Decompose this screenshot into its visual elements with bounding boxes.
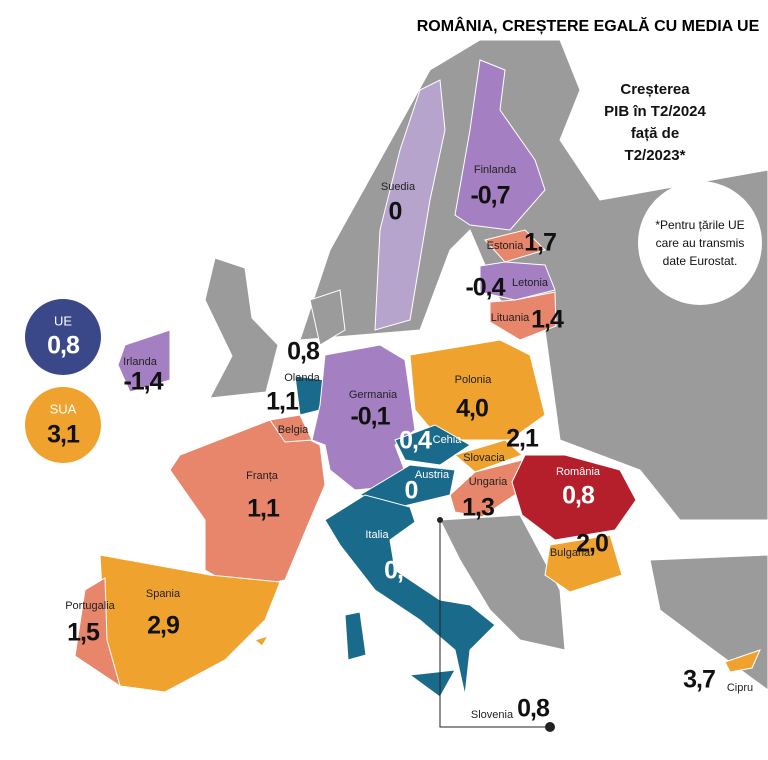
country-value: 1,4 [531,306,564,334]
country-name: Franța [246,470,279,482]
title-bg [410,14,768,38]
legend-line: Creșterea [620,81,690,98]
country-value: 0,8 [287,338,320,366]
country-value: 1,1 [247,495,280,523]
country-value: 1,5 [67,619,100,647]
country-value: 4,0 [456,395,488,423]
country-value: 2,0 [576,530,608,558]
country-value: 1,1 [266,388,299,416]
country-name: Portugalia [65,600,115,612]
bubble-value: 3,1 [47,421,80,449]
country-value: -0,7 [470,182,509,210]
country-name: Cehia [433,434,463,446]
country-name: Suedia [381,181,416,193]
country-labels: Suedia 0 Finlanda -0,7 Estonia 1,7 Letonia -0,4… [65,164,753,723]
note: *Pentru țările UE care au transmis date … [655,218,744,268]
note-circle [638,181,762,305]
legend: Creșterea PIB în T2/2024 față de T2/2023… [604,81,706,164]
leader-dot [437,517,443,523]
countries [74,59,761,698]
country-name: Ungaria [469,476,508,488]
slovenia-leader [439,520,550,728]
legend-line: T2/2023* [625,147,686,164]
note-line: *Pentru țările UE [655,218,744,232]
country-value: 0,8 [517,695,550,723]
country-name: Polonia [455,374,493,386]
country-value: 1,3 [462,494,494,522]
country-name: Italia [365,529,389,541]
country-name: Irlanda [123,356,158,368]
country-value: 1,7 [524,229,556,257]
country-value: 0,8 [562,482,595,510]
country-value: -0,1 [350,403,390,431]
country-name: Olanda [284,372,320,384]
country-value: 0,9 [384,557,416,585]
country-name: Slovacia [463,452,505,464]
country-name: Slovenia [471,709,514,721]
country-value: 0,4 [399,427,432,455]
country-name: Estonia [487,240,525,252]
bubble-ue [25,299,101,375]
bubble-label: SUA [50,401,77,416]
legend-line: față de [631,125,679,142]
country-value: 0 [405,477,418,505]
country-name: Bulgaria [550,547,591,559]
note-line: care au transmis [656,236,745,250]
country-name: Lituania [491,312,530,324]
country-name: Belgia [278,424,309,436]
country-value: -0,4 [465,274,505,302]
bubble-value: 0,8 [47,332,80,360]
country-name: Finlanda [474,164,517,176]
title: ROMÂNIA, CREȘTERE EGALĂ CU MEDIA UE [417,16,760,35]
country-value: 3,7 [683,666,715,694]
country-value: 2,1 [506,425,539,453]
country-name: Letonia [512,277,549,289]
country-name: Spania [146,588,181,600]
country-value: 2,9 [147,612,179,640]
country-name: Germania [349,389,398,401]
country-name: Cipru [727,682,753,694]
bubble-sua [25,387,101,463]
note-line: date Eurostat. [663,254,738,268]
bubble-label: UE [54,313,72,328]
country-value: -1,4 [123,368,163,396]
country-name: România [556,466,601,478]
legend-circle [589,54,721,186]
legend-line: PIB în T2/2024 [604,103,706,120]
country-value: 0 [389,198,402,226]
leader-dot [545,722,555,732]
country-name: Austria [415,469,450,481]
